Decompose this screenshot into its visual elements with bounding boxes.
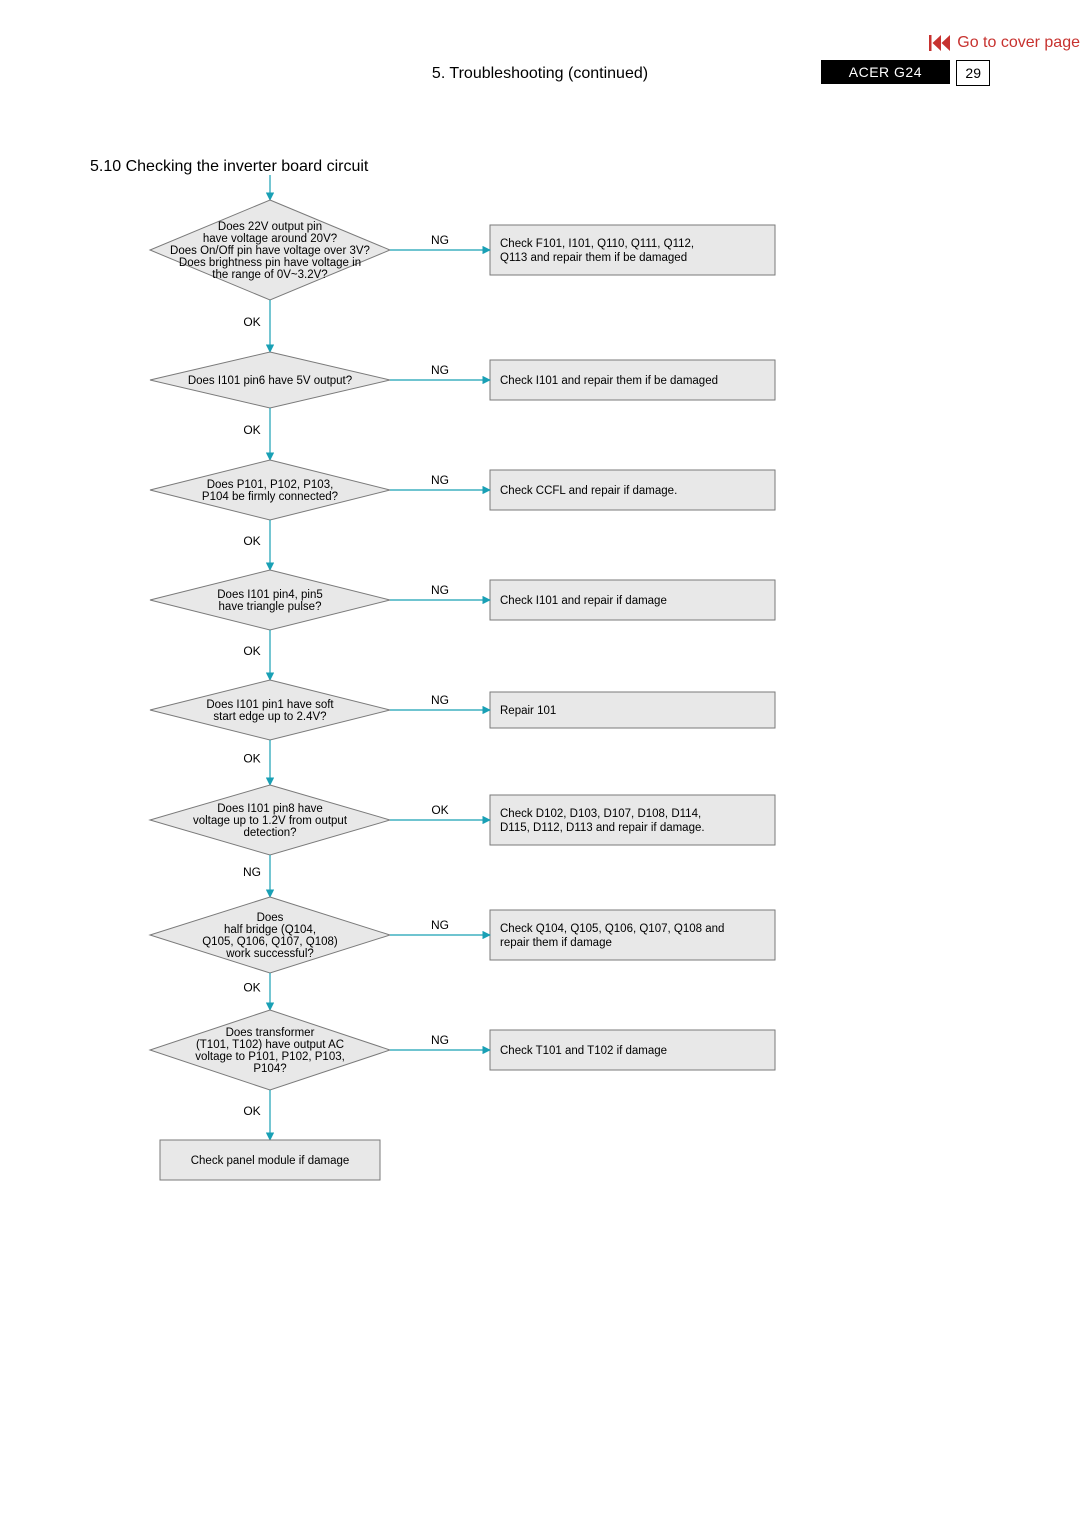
svg-text:Does On/Off pin have voltage o: Does On/Off pin have voltage over 3V? — [170, 245, 370, 257]
svg-text:OK: OK — [243, 315, 260, 329]
svg-text:Does I101 pin1 have soft: Does I101 pin1 have soft — [206, 699, 334, 711]
svg-text:start edge up to 2.4V?: start edge up to 2.4V? — [213, 711, 326, 723]
cover-link-label: Go to cover page — [957, 34, 1080, 52]
svg-text:work successful?: work successful? — [225, 948, 314, 960]
svg-text:Does 22V output pin: Does 22V output pin — [218, 221, 322, 233]
svg-text:Does I101 pin8 have: Does I101 pin8 have — [217, 803, 323, 815]
action-node — [490, 910, 775, 960]
svg-text:OK: OK — [243, 644, 260, 658]
svg-text:NG: NG — [431, 1033, 449, 1047]
page-root: 5. Troubleshooting (continued) ACER G24 … — [0, 0, 1080, 1527]
svg-text:have voltage around 20V?: have voltage around 20V? — [203, 233, 337, 245]
svg-text:NG: NG — [431, 693, 449, 707]
action-node — [490, 225, 775, 275]
svg-text:NG: NG — [431, 233, 449, 247]
go-to-cover-link[interactable]: Go to cover page — [929, 34, 1080, 52]
header-row: 5. Troubleshooting (continued) ACER G24 … — [90, 60, 990, 88]
action-node — [490, 795, 775, 845]
svg-text:the range of 0V~3.2V?: the range of 0V~3.2V? — [212, 269, 327, 281]
svg-text:Check Q104, Q105, Q106, Q107,: Check Q104, Q105, Q106, Q107, Q108 and — [500, 923, 724, 935]
svg-text:voltage up to 1.2V from output: voltage up to 1.2V from output — [193, 815, 348, 827]
svg-text:Check I101 and repair if damag: Check I101 and repair if damage — [500, 595, 667, 607]
svg-text:Does P101, P102, P103,: Does P101, P102, P103, — [207, 479, 334, 491]
model-badge: ACER G24 — [821, 60, 950, 84]
svg-text:Does transformer: Does transformer — [226, 1027, 315, 1039]
svg-text:Check CCFL and repair if damag: Check CCFL and repair if damage. — [500, 485, 677, 497]
svg-text:NG: NG — [431, 473, 449, 487]
svg-text:OK: OK — [243, 752, 260, 766]
svg-text:NG: NG — [431, 918, 449, 932]
page-number: 29 — [956, 60, 990, 86]
section-heading: 5.10 Checking the inverter board circuit — [90, 158, 990, 176]
svg-text:Does I101 pin6 have 5V output?: Does I101 pin6 have 5V output? — [188, 375, 352, 387]
svg-text:have triangle pulse?: have triangle pulse? — [219, 601, 322, 613]
rewind-icon — [929, 35, 951, 51]
flowchart-container: Does 22V output pinhave voltage around 2… — [140, 180, 940, 1240]
svg-text:Check D102, D103, D107, D108,: Check D102, D103, D107, D108, D114, — [500, 808, 701, 820]
svg-text:Check panel module if damage: Check panel module if damage — [191, 1155, 350, 1167]
svg-text:Repair 101: Repair 101 — [500, 705, 556, 717]
svg-text:OK: OK — [243, 1104, 260, 1118]
svg-text:voltage to P101, P102, P103,: voltage to P101, P102, P103, — [195, 1051, 345, 1063]
svg-text:(T101, T102) have output AC: (T101, T102) have output AC — [196, 1039, 344, 1051]
svg-text:NG: NG — [431, 583, 449, 597]
svg-text:OK: OK — [431, 803, 448, 817]
svg-text:P104?: P104? — [253, 1063, 286, 1075]
svg-text:OK: OK — [243, 423, 260, 437]
svg-text:OK: OK — [243, 981, 260, 995]
svg-text:Check I101 and repair them if: Check I101 and repair them if be damaged — [500, 375, 718, 387]
svg-text:repair them if damage: repair them if damage — [500, 937, 612, 949]
svg-text:Q105, Q106, Q107, Q108): Q105, Q106, Q107, Q108) — [202, 936, 338, 948]
flowchart-svg: Does 22V output pinhave voltage around 2… — [140, 180, 940, 1240]
svg-text:NG: NG — [431, 363, 449, 377]
svg-text:NG: NG — [243, 865, 261, 879]
svg-text:D115, D112, D113 and repair i: D115, D112, D113 and repair if damage. — [500, 822, 705, 834]
svg-text:Does: Does — [257, 912, 284, 924]
svg-text:P104 be firmly connected?: P104 be firmly connected? — [202, 491, 338, 503]
svg-text:Does I101 pin4, pin5: Does I101 pin4, pin5 — [217, 589, 323, 601]
svg-text:Check T101 and T102 if damage: Check T101 and T102 if damage — [500, 1045, 667, 1057]
svg-text:half bridge (Q104,: half bridge (Q104, — [224, 924, 316, 936]
svg-text:detection?: detection? — [243, 827, 296, 839]
svg-text:OK: OK — [243, 534, 260, 548]
svg-text:Does brightness pin have volta: Does brightness pin have voltage in — [179, 257, 361, 269]
svg-text:Check F101, I101, Q110, Q111,: Check F101, I101, Q110, Q111, Q112, — [500, 238, 694, 250]
svg-text:Q113 and repair them if be dam: Q113 and repair them if be damaged — [500, 252, 687, 264]
